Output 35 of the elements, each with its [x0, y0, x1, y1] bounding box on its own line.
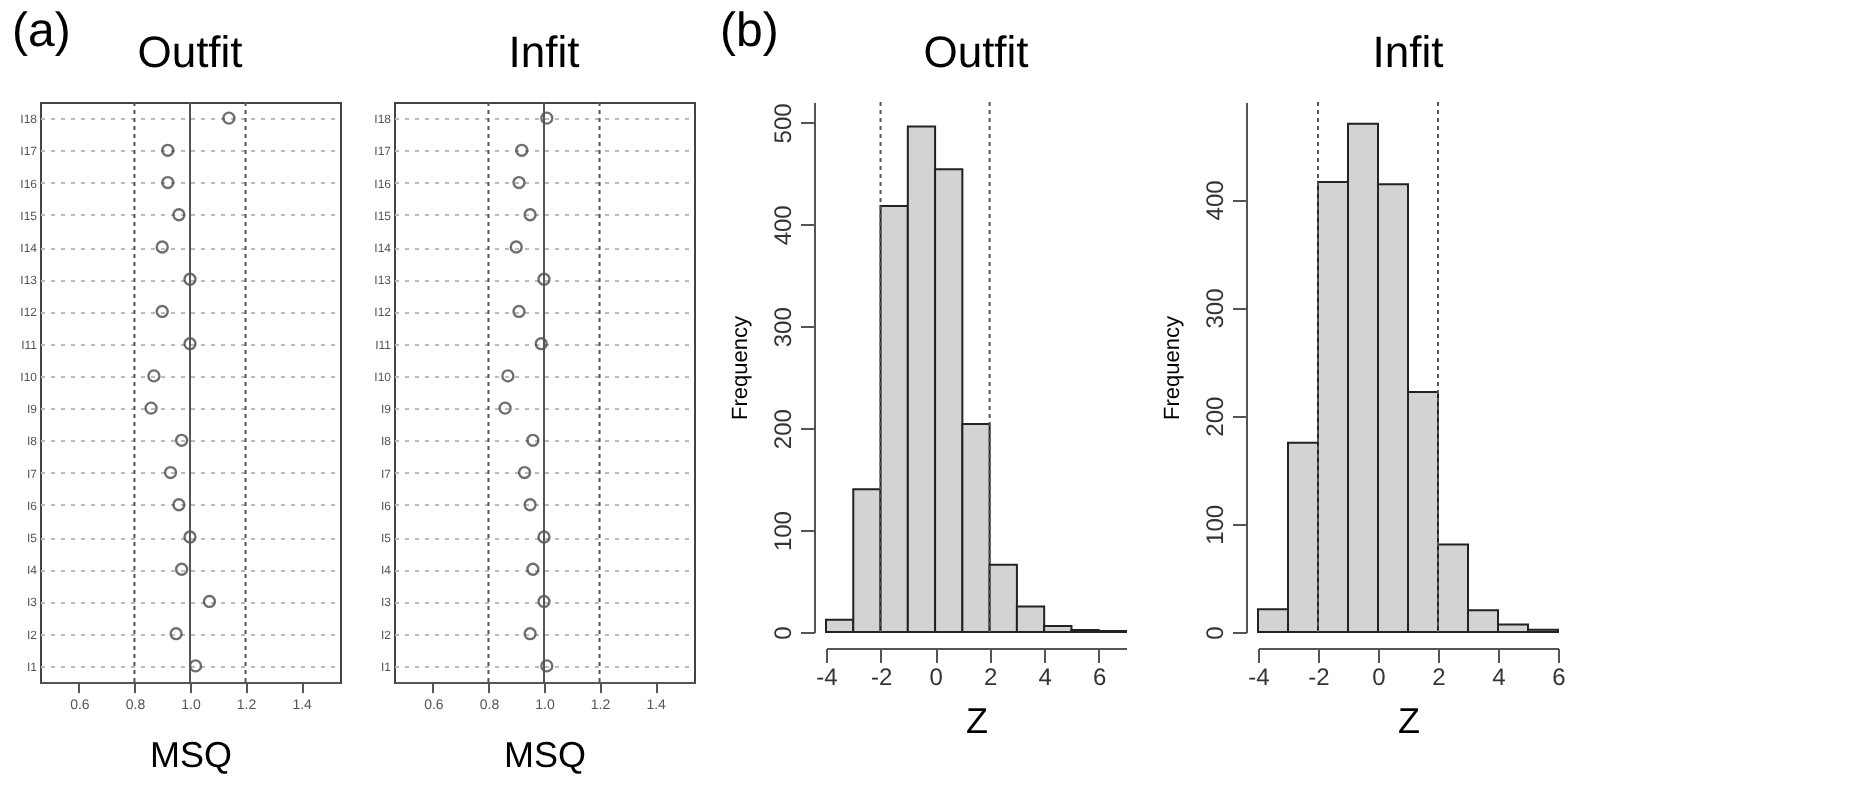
y-tick-label: 300: [1201, 287, 1229, 329]
x-tick-label: 0: [929, 663, 944, 691]
y-axis-title: Frequency: [1161, 315, 1185, 420]
x-tick-label: -2: [870, 663, 893, 691]
chart-title: Infit: [508, 27, 580, 77]
y-tick-label: 100: [1201, 504, 1229, 545]
x-axis-title: MSQ: [149, 735, 233, 775]
chart-title: Infit: [1372, 27, 1444, 77]
x-axis-title: MSQ: [503, 735, 587, 775]
x-tick-label: 6: [1552, 663, 1567, 691]
y-tick-label: 0: [769, 625, 797, 640]
x-tick-label: -2: [1308, 663, 1331, 691]
x-tick-label: 4: [1038, 663, 1053, 691]
y-axis-title: Frequency: [729, 315, 753, 420]
y-tick-label: 200: [1201, 396, 1229, 437]
x-tick-label: 4: [1492, 663, 1507, 691]
x-tick-label: 0: [1372, 663, 1387, 691]
y-tick-label: 500: [769, 102, 797, 144]
text: (a): [12, 4, 71, 60]
text: (b): [720, 4, 779, 60]
y-tick-label: 0: [1201, 625, 1229, 640]
y-tick-label: 200: [769, 408, 797, 450]
x-tick-label: 2: [1432, 663, 1447, 691]
x-tick-label: -4: [816, 663, 839, 691]
y-tick-label: 300: [769, 306, 797, 348]
x-axis-title: Z: [1398, 701, 1420, 741]
x-axis-title: Z: [966, 701, 988, 741]
chart-title: Outfit: [923, 27, 1029, 77]
y-tick-label: 400: [769, 204, 797, 246]
chart-title: Outfit: [137, 27, 243, 77]
y-tick-label: 400: [1201, 179, 1229, 221]
x-tick-label: 2: [983, 663, 998, 691]
x-tick-label: 6: [1093, 663, 1108, 691]
x-tick-label: -4: [1248, 663, 1271, 691]
y-tick-label: 100: [769, 510, 797, 552]
